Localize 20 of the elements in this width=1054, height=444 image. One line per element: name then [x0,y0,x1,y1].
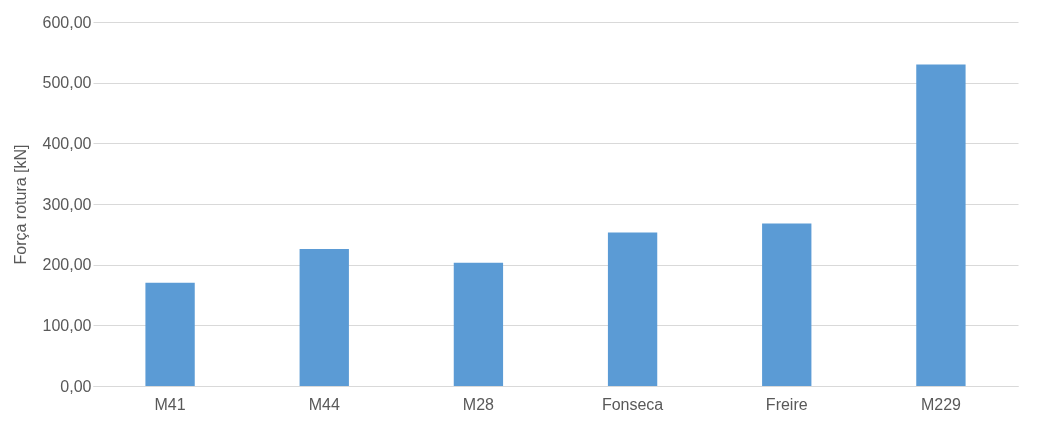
bar [299,248,349,386]
y-tick-label: 100,00 [42,316,92,334]
bar [607,232,658,386]
bar [762,223,812,386]
y-tick-label: 600,00 [42,13,92,31]
bar [916,64,966,386]
y-tick-label: 0,00 [60,377,92,395]
bar [453,262,504,386]
y-tick-label: 500,00 [42,74,92,92]
bar [145,282,195,386]
y-tick-label: 300,00 [42,195,92,213]
y-tick-label: 400,00 [42,134,92,152]
x-tick-label: M229 [920,395,962,413]
x-tick-label: M44 [308,395,340,413]
x-tick-label: Fonseca [601,395,664,413]
x-tick-label: M28 [462,395,495,413]
y-axis-title: Força rotura [kN] [11,144,29,265]
x-tick-label: M41 [154,395,186,413]
y-tick-label: 200,00 [42,256,92,274]
x-tick-label: Freire [765,395,808,413]
